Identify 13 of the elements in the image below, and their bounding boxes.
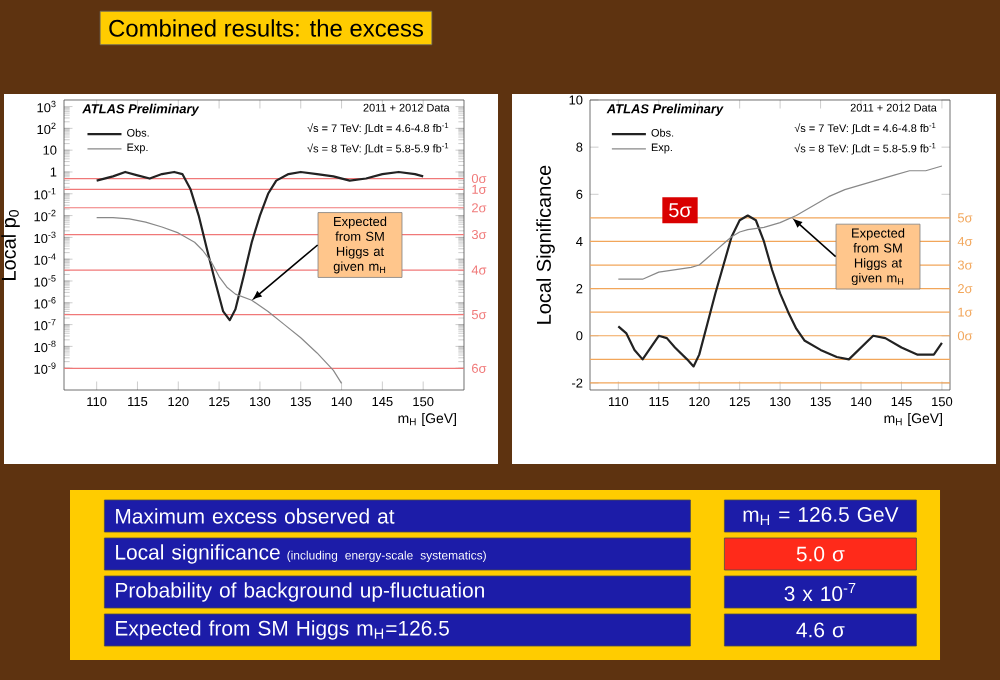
text: m$_{H}$ = 126.5 GeV — [743, 507, 899, 525]
annotation: 5σ — [669, 203, 692, 218]
y-axis-title: Local p$_{0}$ — [1, 210, 20, 280]
line-series — [95, 170, 425, 322]
text: Probability of background up-fluctuation — [116, 582, 484, 602]
y-axis-title: Local Significance — [536, 165, 555, 324]
text: 3 x 10$^{-7}$ — [784, 582, 856, 602]
text: 4.6 σ — [796, 622, 845, 638]
text: Expected from SM Higgs m$_{H}$=126.5 — [116, 620, 449, 640]
chart-title: Combined results: the excess — [109, 19, 424, 37]
text: Maximum excess observed at — [116, 508, 395, 524]
text: Local significance — [116, 544, 280, 564]
text: 5.0 σ — [796, 546, 845, 562]
